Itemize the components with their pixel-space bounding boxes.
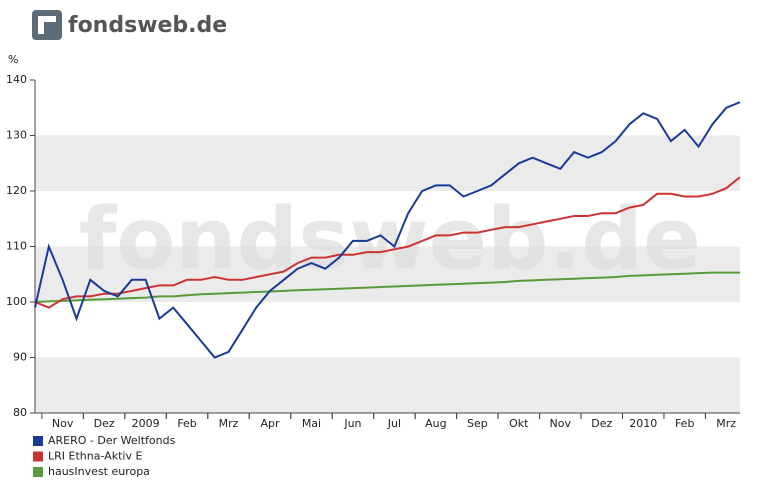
series-line bbox=[34, 101, 741, 359]
y-tick-label: 120 bbox=[6, 184, 27, 197]
x-tick-label: Jul bbox=[387, 417, 401, 430]
x-tick-label: Feb bbox=[675, 417, 694, 430]
y-tick-label: 90 bbox=[13, 351, 27, 364]
y-tick-label: 110 bbox=[6, 240, 27, 253]
x-tick-label: Sep bbox=[467, 417, 488, 430]
x-tick-label: Feb bbox=[177, 417, 196, 430]
legend-label: ARERO - Der Weltfonds bbox=[48, 434, 176, 447]
x-tick-label: Dez bbox=[591, 417, 612, 430]
x-tick-label: Jun bbox=[343, 417, 361, 430]
x-tick-label: Mrz bbox=[716, 417, 736, 430]
legend-label: hausInvest europa bbox=[48, 465, 150, 478]
y-tick-label: 140 bbox=[6, 73, 27, 86]
legend-label: LRI Ethna-Aktiv E bbox=[48, 450, 142, 463]
logo-icon bbox=[32, 10, 62, 40]
x-tick-label: Dez bbox=[94, 417, 115, 430]
x-tick-label: Okt bbox=[509, 417, 529, 430]
x-tick-label: Nov bbox=[52, 417, 74, 430]
x-tick-label: Apr bbox=[260, 417, 280, 430]
watermark: fondsweb.de bbox=[79, 189, 701, 289]
x-tick-label: Mai bbox=[302, 417, 321, 430]
grid-band bbox=[35, 357, 740, 413]
x-tick-label: 2009 bbox=[132, 417, 160, 430]
grid-band bbox=[35, 246, 740, 302]
grid-band bbox=[35, 135, 740, 191]
y-unit: % bbox=[8, 53, 18, 66]
x-tick-label: 2010 bbox=[629, 417, 657, 430]
x-tick-label: Mrz bbox=[219, 417, 239, 430]
y-tick-label: 130 bbox=[6, 129, 27, 142]
legend-swatch bbox=[33, 467, 43, 477]
y-tick-label: 80 bbox=[13, 406, 27, 419]
x-tick-label: Nov bbox=[550, 417, 572, 430]
legend-swatch bbox=[33, 436, 43, 446]
y-tick-label: 100 bbox=[6, 295, 27, 308]
legend-swatch bbox=[33, 451, 43, 462]
x-tick-label: Aug bbox=[425, 417, 446, 430]
series-line bbox=[34, 176, 741, 309]
logo-text: fondsweb.de bbox=[68, 13, 227, 38]
